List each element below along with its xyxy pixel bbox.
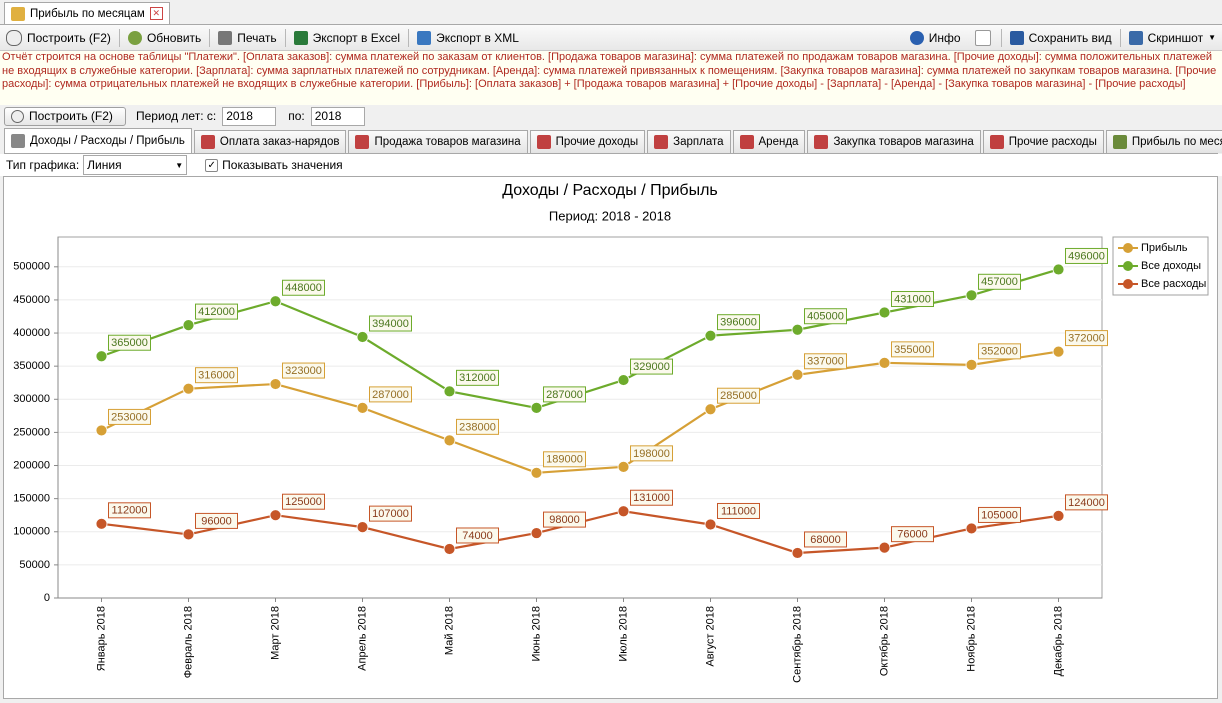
print-button[interactable]: Печать [212,27,282,49]
icon [11,134,25,148]
show-values-checkbox[interactable]: ✓ [205,158,219,172]
screenshot-button[interactable]: Скриншот ▼ [1123,27,1222,49]
label: Экспорт в XML [436,30,519,45]
year-to-input[interactable]: 2018 [310,106,365,126]
report-tab[interactable]: Прочие расходы [982,130,1104,153]
icon [417,30,432,45]
label: Скриншот [1147,30,1204,45]
report-tab-label: Прочие доходы [555,136,639,148]
filter-build-button[interactable]: Построить (F2) [4,106,126,126]
report-tab[interactable]: Зарплата [647,130,731,153]
chart-type-value: Линия [87,158,122,172]
icon [6,29,22,46]
xml-button[interactable]: Экспорт в XML [411,27,525,49]
label: Инфо [928,30,961,45]
icon [11,109,24,123]
report-tab-label: Прочие расходы [1008,136,1097,148]
report-tab-label: Продажа товаров магазина [374,136,521,148]
refresh-button[interactable]: Обновить [122,27,207,49]
build-button[interactable]: Построить (F2) [0,27,117,49]
report-tab[interactable]: Оплата заказ-нарядов [193,130,347,153]
icon [814,135,829,149]
icon [293,30,308,45]
label: Сохранить вид [1028,30,1112,45]
label: Построить (F2) [27,30,111,45]
save-view-button[interactable]: Сохранить вид [1004,27,1118,49]
to-label: по: [288,109,305,123]
report-tab-label: Оплата заказ-нарядов [219,136,340,148]
separator [408,28,410,47]
chart-type-select[interactable]: Линия ▼ [83,155,188,175]
separator [1000,28,1002,47]
year-from-input[interactable]: 2018 [222,106,277,126]
icon [909,30,924,45]
label: Печать [237,30,277,45]
separator [1119,28,1121,47]
report-tab-label: Аренда [758,136,799,148]
close-icon[interactable]: ✕ [149,7,163,20]
icon [11,6,25,21]
period-label: Период лет: с: [136,109,217,123]
excel-button[interactable]: Экспорт в Excel [288,27,406,49]
toolbar: Построить (F2) Обновить Печать Экспорт в… [0,25,1222,51]
report-tab-label: Закупка товаров магазина [833,136,974,148]
icon [1112,135,1127,149]
icon [1009,30,1024,45]
label: Обновить [146,30,202,45]
icon [1128,30,1143,45]
chart-panel [3,176,1218,699]
tab-strip: Прибыль по месяцам ✕ [0,0,1222,25]
icon [536,135,551,149]
label: Построить (F2) [29,109,113,123]
chart-options: Тип графика: Линия ▼ ✓ Показывать значени… [0,154,1222,176]
report-tab[interactable]: Прочие доходы [529,130,646,153]
icon [200,135,215,149]
report-tab-label: Доходы / Расходы / Прибыль [30,135,185,147]
icon [127,30,142,45]
window-tab-label: Прибыль по месяцам [30,7,145,20]
separator [118,28,120,47]
report-tab-label: Зарплата [673,136,724,148]
report-tab[interactable]: Закупка товаров магазина [807,130,981,153]
window-tab[interactable]: Прибыль по месяцам ✕ [4,2,170,24]
filter-row: Построить (F2) Период лет: с: 2018 по: 2… [0,105,1222,127]
dropdown-arrow: ▼ [175,160,184,170]
info-button[interactable]: Инфо [904,27,967,49]
report-tab[interactable]: Продажа товаров магазина [348,130,528,153]
label: Экспорт в Excel [312,30,401,45]
report-tab[interactable]: Аренда [732,130,806,153]
report-tabs: Доходы / Расходы / Прибыль Оплата заказ-н… [4,128,1222,154]
info-checkbox[interactable] [974,29,991,46]
report-tab[interactable]: Прибыль по месяцам [1105,130,1222,153]
icon [989,135,1004,149]
report-tab-label: Прибыль по месяцам [1131,136,1222,148]
separator [284,28,286,47]
show-values-label: Показывать значения [222,158,343,172]
icon [654,135,669,149]
icon [218,30,233,45]
report-tab[interactable]: Доходы / Расходы / Прибыль [4,128,192,153]
description: Отчёт строится на основе таблицы "Платеж… [0,51,1222,105]
chart-type-label: Тип графика: [6,158,80,172]
icon [355,135,370,149]
dropdown-arrow: ▼ [1208,33,1216,42]
separator [209,28,211,47]
icon [739,135,754,149]
